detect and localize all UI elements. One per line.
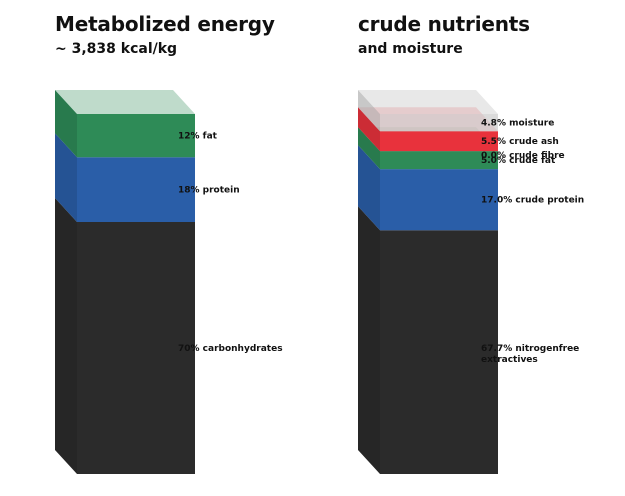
chart2-crude-fat-label: 5.0% crude fat	[481, 156, 556, 166]
chart2-moisture-side	[358, 90, 380, 132]
chart1-protein-label: 18% protein	[178, 186, 240, 196]
chart2-moisture-label: 4.8% moisture	[481, 119, 554, 129]
chart1-fat-bar	[77, 114, 195, 158]
chart2-nitrogenfree-extractives-label: 67.7% nitrogenfree extractives	[481, 344, 579, 365]
chart2-subtitle: and moisture	[358, 41, 463, 57]
chart2-crude-fat-bar	[380, 151, 498, 170]
chart2-nitrogenfree-extractives-bar	[380, 230, 498, 474]
chart1-protein-bar	[77, 157, 195, 222]
chart2-title: crude nutrients	[358, 12, 530, 36]
chart1-fat-side	[55, 90, 77, 158]
chart1-carbonhydrates-side	[55, 198, 77, 474]
chart2-crude-fibre-label: 0.0% crude fibre	[481, 151, 565, 161]
chart2-crude-ash-side	[358, 107, 380, 152]
chart1-carbonhydrates-label: 70% carbonhydrates	[178, 344, 283, 354]
chart1-fat-top	[55, 90, 195, 114]
chart2-crude-fat-side	[358, 127, 380, 170]
chart2-moisture-top	[358, 90, 498, 114]
chart2-nitrogenfree-extractives-side	[358, 206, 380, 474]
chart1-protein-side	[55, 133, 77, 222]
chart1-fat-label: 12% fat	[178, 132, 218, 142]
chart2-crude-protein-bar	[380, 169, 498, 231]
chart2-crude-ash-label: 5.5% crude ash	[481, 137, 559, 147]
chart2-moisture-bar	[380, 114, 498, 132]
chart1-subtitle: ~ 3,838 kcal/kg	[55, 41, 178, 57]
chart1-title: Metabolized energy	[55, 12, 275, 36]
chart1-carbonhydrates-bar	[77, 222, 195, 474]
chart2-crude-ash-bar	[380, 131, 498, 152]
chart2-crude-protein-side	[358, 145, 380, 231]
chart2-crude-protein-label: 17.0% crude protein	[481, 196, 584, 206]
